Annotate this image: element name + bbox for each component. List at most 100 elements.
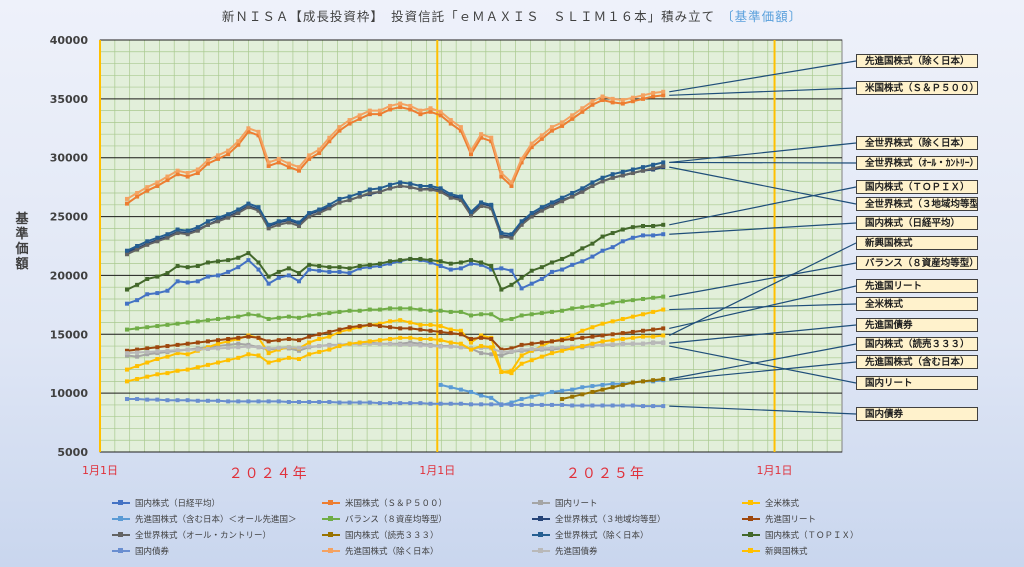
data-point — [216, 316, 221, 321]
legend-entry: 全世界株式（３地域均等型） — [532, 513, 666, 525]
data-point — [458, 128, 463, 133]
data-point — [499, 266, 504, 271]
data-point — [327, 311, 332, 316]
data-point — [286, 266, 291, 271]
data-point — [256, 345, 261, 350]
data-point — [185, 280, 190, 285]
data-point — [428, 336, 433, 341]
data-point — [549, 203, 554, 208]
data-point — [145, 325, 150, 330]
data-point — [367, 265, 372, 270]
data-point — [620, 169, 625, 174]
legend-entry: 全世界株式（オール・カントリー） — [112, 529, 271, 541]
data-point — [276, 269, 281, 274]
data-point — [165, 354, 170, 359]
data-point — [398, 101, 403, 106]
data-point — [347, 118, 352, 123]
data-point — [549, 345, 554, 350]
data-point — [226, 358, 231, 363]
data-point — [165, 235, 170, 240]
legend-entry: 先進国リート — [742, 513, 816, 525]
data-point — [165, 348, 170, 353]
data-point — [296, 345, 301, 350]
data-point — [135, 247, 140, 252]
data-point — [448, 327, 453, 332]
data-point — [226, 345, 231, 350]
data-point — [458, 401, 463, 406]
data-point — [458, 332, 463, 337]
data-point — [590, 241, 595, 246]
data-point — [377, 338, 382, 343]
data-point — [610, 338, 615, 343]
callout-label: 先進国リート — [856, 279, 978, 293]
data-point — [337, 344, 342, 349]
data-point — [145, 346, 150, 351]
data-point — [560, 397, 565, 402]
data-point — [630, 380, 635, 385]
data-point — [246, 344, 251, 349]
data-point — [256, 335, 261, 340]
data-point — [519, 347, 524, 352]
data-point — [469, 402, 473, 407]
data-point — [388, 336, 393, 341]
data-point — [489, 395, 494, 400]
data-point — [418, 343, 423, 348]
data-point — [408, 335, 413, 340]
data-point — [236, 142, 241, 147]
data-point — [539, 265, 544, 270]
data-point — [519, 222, 524, 227]
y-tick-label: 25000 — [50, 211, 89, 224]
data-point — [499, 347, 504, 352]
data-point — [165, 322, 170, 327]
data-point — [519, 342, 524, 347]
callout-pointer — [669, 60, 857, 93]
data-point — [185, 228, 190, 233]
data-point — [438, 109, 443, 114]
data-point — [519, 160, 524, 165]
data-point — [145, 360, 150, 365]
data-point — [155, 183, 160, 188]
data-point — [519, 397, 524, 402]
data-point — [216, 156, 221, 161]
data-point — [337, 265, 342, 270]
legend-label: 先進国株式（含む日本）＜オール先進国＞ — [135, 515, 297, 525]
data-point — [580, 106, 585, 111]
data-point — [438, 401, 443, 406]
data-point — [600, 302, 605, 307]
data-point — [610, 319, 615, 324]
data-point — [135, 347, 140, 352]
data-point — [641, 379, 646, 384]
data-point — [519, 313, 524, 318]
data-point — [438, 259, 443, 264]
data-point — [276, 219, 281, 224]
data-point — [165, 398, 170, 403]
legend-label: 新興国株式 — [765, 547, 808, 557]
data-point — [205, 260, 210, 265]
data-point — [651, 223, 656, 228]
data-point — [155, 235, 160, 240]
data-point — [216, 338, 221, 343]
legend-label: 先進国株式（除く日本） — [345, 547, 439, 557]
data-point — [216, 219, 221, 224]
data-point — [549, 339, 554, 344]
data-point — [620, 382, 625, 387]
data-point — [236, 399, 241, 404]
data-point — [286, 220, 291, 225]
callout-pointer — [669, 87, 857, 96]
data-point — [185, 171, 190, 176]
data-point — [256, 205, 261, 210]
data-point — [408, 185, 413, 190]
data-point — [580, 328, 585, 333]
data-point — [276, 358, 281, 363]
data-point — [641, 93, 646, 98]
data-point — [641, 341, 646, 346]
data-point — [216, 341, 221, 346]
legend-swatch — [112, 548, 130, 553]
data-point — [165, 178, 170, 183]
data-point — [549, 128, 554, 133]
legend-label: 全米株式 — [765, 499, 800, 509]
data-point — [580, 109, 585, 114]
data-point — [458, 387, 463, 392]
data-point — [448, 121, 453, 126]
data-point — [388, 186, 393, 191]
